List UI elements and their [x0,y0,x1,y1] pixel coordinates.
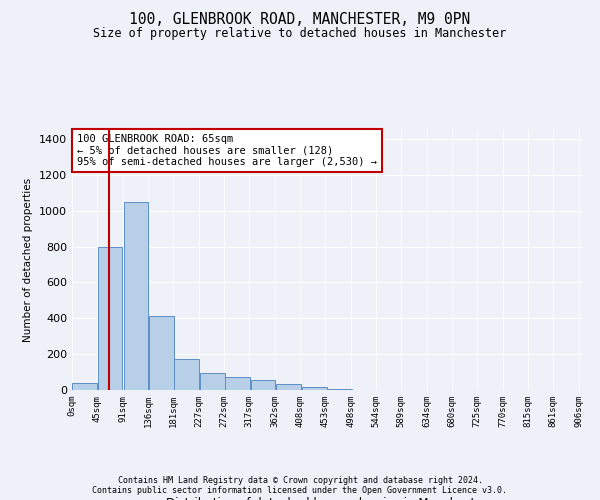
Bar [174,358,199,390]
Bar [124,202,148,390]
Bar [327,389,352,390]
Bar [251,380,275,390]
Bar [200,373,225,390]
Bar [149,316,173,390]
Text: Contains public sector information licensed under the Open Government Licence v3: Contains public sector information licen… [92,486,508,495]
Text: 100, GLENBROOK ROAD, MANCHESTER, M9 0PN: 100, GLENBROOK ROAD, MANCHESTER, M9 0PN [130,12,470,28]
Bar [72,383,97,390]
Bar [226,378,250,390]
Text: Size of property relative to detached houses in Manchester: Size of property relative to detached ho… [94,28,506,40]
Bar [302,388,327,390]
Bar [276,384,301,390]
Text: Contains HM Land Registry data © Crown copyright and database right 2024.: Contains HM Land Registry data © Crown c… [118,476,482,485]
Text: 100 GLENBROOK ROAD: 65sqm
← 5% of detached houses are smaller (128)
95% of semi-: 100 GLENBROOK ROAD: 65sqm ← 5% of detach… [77,134,377,167]
X-axis label: Distribution of detached houses by size in Manchester: Distribution of detached houses by size … [166,496,488,500]
Bar [98,246,122,390]
Y-axis label: Number of detached properties: Number of detached properties [23,178,34,342]
